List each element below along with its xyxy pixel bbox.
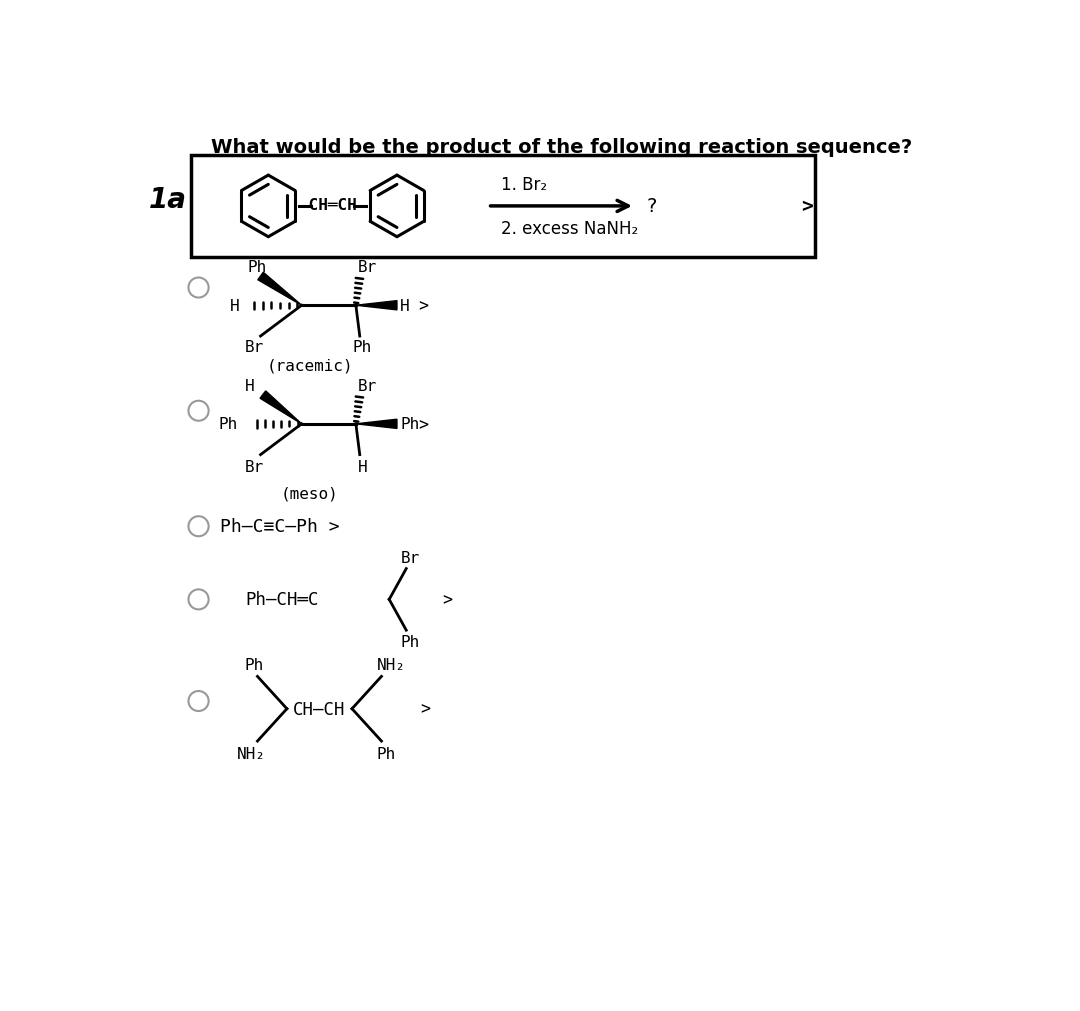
Text: H: H bbox=[359, 460, 368, 475]
Text: ?: ? bbox=[647, 197, 657, 216]
Text: Br: Br bbox=[359, 378, 377, 393]
Text: >: > bbox=[418, 297, 428, 315]
Text: NH₂: NH₂ bbox=[377, 657, 406, 672]
Text: Br: Br bbox=[401, 550, 420, 565]
Text: 1a: 1a bbox=[149, 186, 187, 213]
Text: Ph: Ph bbox=[377, 746, 396, 761]
Text: Br: Br bbox=[245, 340, 265, 355]
Text: Ph–CH═C: Ph–CH═C bbox=[245, 590, 319, 609]
Text: Ph: Ph bbox=[401, 635, 420, 650]
Text: >: > bbox=[801, 197, 813, 216]
Text: Br: Br bbox=[359, 260, 377, 275]
Text: Ph: Ph bbox=[352, 340, 372, 355]
Text: H: H bbox=[229, 298, 239, 313]
FancyBboxPatch shape bbox=[191, 156, 814, 258]
Text: Ph: Ph bbox=[244, 657, 264, 672]
Polygon shape bbox=[260, 391, 301, 425]
Text: 1. Br₂: 1. Br₂ bbox=[501, 175, 546, 193]
Text: (racemic): (racemic) bbox=[267, 358, 353, 373]
Polygon shape bbox=[356, 420, 397, 429]
Text: (meso): (meso) bbox=[281, 486, 338, 501]
Polygon shape bbox=[356, 301, 397, 310]
Text: NH₂: NH₂ bbox=[237, 746, 266, 761]
Text: Br: Br bbox=[245, 460, 265, 475]
Text: >: > bbox=[418, 416, 428, 434]
Text: Ph–C≡C–Ph >: Ph–C≡C–Ph > bbox=[220, 518, 340, 536]
Text: –CH═CH–: –CH═CH– bbox=[299, 198, 366, 212]
Text: H: H bbox=[400, 298, 409, 313]
Text: Ph: Ph bbox=[400, 417, 419, 432]
Text: H: H bbox=[245, 378, 255, 393]
Polygon shape bbox=[258, 273, 301, 306]
Text: What would be the product of the following reaction sequence?: What would be the product of the followi… bbox=[211, 137, 912, 157]
Text: Ph: Ph bbox=[218, 417, 238, 432]
Text: CH–CH: CH–CH bbox=[293, 700, 346, 718]
Text: Ph: Ph bbox=[247, 260, 267, 275]
Text: >: > bbox=[442, 590, 451, 609]
Text: >: > bbox=[420, 700, 430, 718]
Text: 2. excess NaNH₂: 2. excess NaNH₂ bbox=[501, 220, 638, 238]
